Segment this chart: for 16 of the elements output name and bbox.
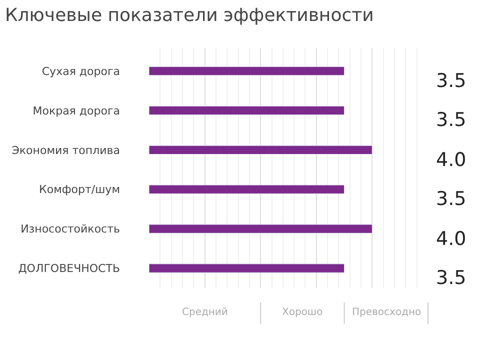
y-tick-label: Мокрая дорога: [32, 104, 120, 118]
y-tick-label: ДОЛГОВЕЧНОСТЬ: [18, 262, 120, 276]
chart-title: Ключевые показатели эффективности: [5, 5, 374, 26]
data-label: 3.5: [436, 267, 466, 289]
y-tick-label: Экономия топлива: [12, 144, 120, 157]
data-label: 3.5: [436, 109, 466, 131]
data-label: 4.0: [436, 149, 466, 171]
y-tick-label: Комфорт/шум: [39, 183, 120, 196]
y-tick-label: Износостойкость: [20, 222, 120, 236]
data-label: 3.5: [436, 188, 466, 210]
data-label: 3.5: [436, 70, 466, 92]
y-tick-label: Сухая дорога: [42, 64, 120, 78]
text: Средний: [182, 307, 228, 318]
text: Превосходно: [352, 307, 422, 318]
text: Хорошо: [282, 307, 323, 318]
data-label: 4.0: [436, 228, 466, 250]
